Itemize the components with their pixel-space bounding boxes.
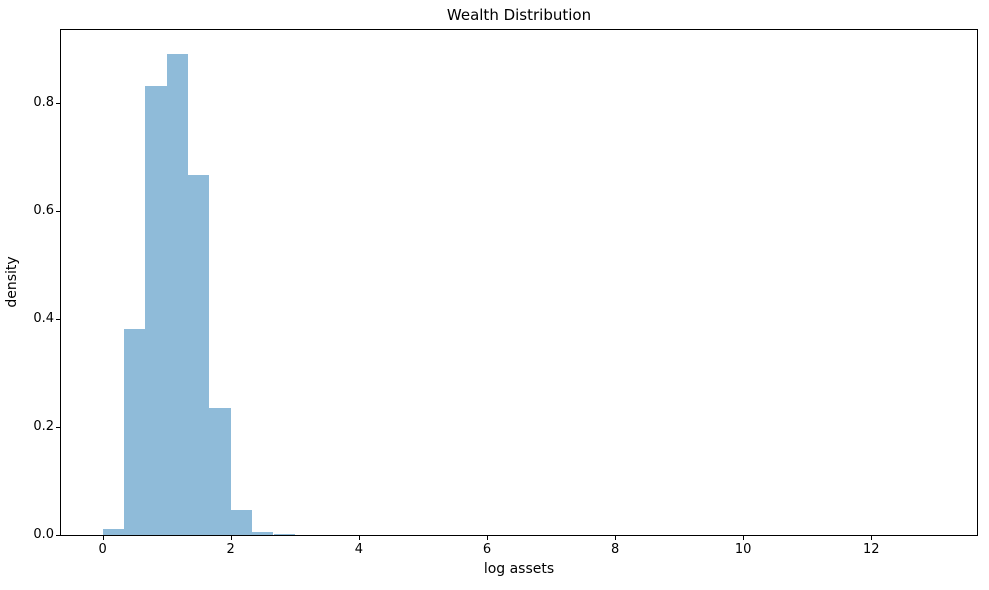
chart-title: Wealth Distribution xyxy=(446,6,592,24)
x-tick-mark xyxy=(230,536,232,540)
histogram-bar xyxy=(166,53,188,535)
x-tick-label: 6 xyxy=(482,542,492,557)
x-tick-label: 0 xyxy=(98,542,107,557)
x-tick-mark xyxy=(743,536,745,540)
y-tick-label: 0.4 xyxy=(33,311,54,327)
y-tick-mark xyxy=(56,103,60,105)
y-tick-mark xyxy=(56,427,60,429)
y-tick-mark xyxy=(56,211,60,213)
x-tick-label: 8 xyxy=(610,542,620,557)
histogram-bar xyxy=(230,509,252,535)
plot-area xyxy=(60,29,978,536)
x-tick-mark xyxy=(487,536,488,540)
y-tick-mark xyxy=(56,535,60,536)
x-tick-label: 10 xyxy=(734,542,752,557)
histogram-bar xyxy=(252,532,274,535)
x-tick-mark xyxy=(615,536,617,540)
x-tick-mark xyxy=(102,536,104,540)
y-tick-label: 0.2 xyxy=(33,419,54,435)
x-tick-label: 2 xyxy=(226,542,235,557)
histogram-bar xyxy=(124,328,146,535)
y-tick-label: 0.6 xyxy=(33,203,54,219)
y-tick-label: 0.8 xyxy=(33,95,54,111)
x-tick-label: 12 xyxy=(863,542,880,557)
x-tick-mark xyxy=(358,536,360,540)
histogram-bar xyxy=(209,408,231,535)
y-axis-label: density xyxy=(4,256,20,308)
histogram-bar xyxy=(273,533,295,535)
y-tick-mark xyxy=(56,319,60,321)
y-tick-label: 0.0 xyxy=(33,527,54,542)
histogram-bar xyxy=(145,85,167,535)
x-tick-mark xyxy=(871,536,873,540)
histogram-bar xyxy=(102,529,124,535)
histogram-bar xyxy=(188,175,210,535)
x-axis-label: log assets xyxy=(483,561,555,577)
x-tick-label: 4 xyxy=(354,542,364,557)
